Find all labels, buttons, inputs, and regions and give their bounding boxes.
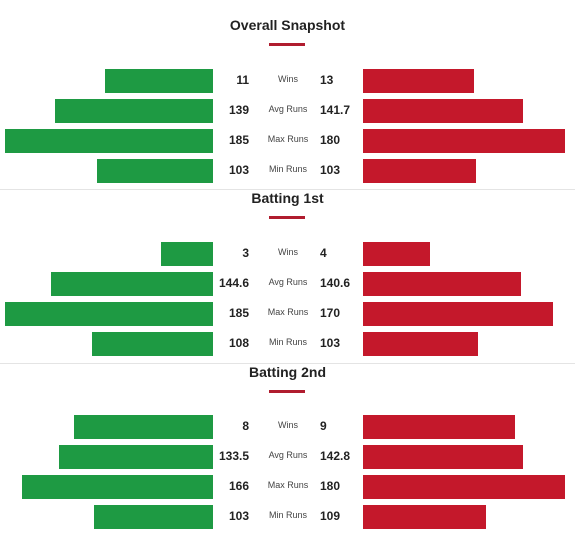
left-bar [74, 415, 213, 439]
stat-row-avg-runs: 139 Avg Runs 141.7 [0, 99, 575, 123]
right-bar [363, 332, 478, 356]
stat-row-min-runs: 103 Min Runs 109 [0, 505, 575, 529]
metric-label: Wins [278, 74, 298, 84]
left-value: 108 [228, 336, 249, 350]
right-bar [363, 272, 521, 296]
left-value: 8 [242, 419, 249, 433]
stat-row-avg-runs: 144.6 Avg Runs 140.6 [0, 272, 575, 296]
left-value: 11 [236, 73, 249, 87]
section-title: Batting 1st [251, 190, 324, 206]
right-value: 103 [320, 163, 341, 177]
left-bar [161, 242, 213, 266]
stat-row-min-runs: 108 Min Runs 103 [0, 332, 575, 356]
left-bar [5, 302, 213, 326]
right-bar [363, 475, 565, 499]
right-value: 180 [320, 479, 341, 493]
metric-label: Max Runs [267, 480, 309, 490]
metric-label: Avg Runs [268, 104, 308, 114]
stat-row-wins: 8 Wins 9 [0, 415, 575, 439]
left-bar [105, 69, 213, 93]
metric-label: Min Runs [268, 337, 307, 347]
section-overall-snapshot: Overall Snapshot 11 Wins 13 139 Avg Runs… [0, 0, 575, 189]
stat-row-max-runs: 185 Max Runs 180 [0, 129, 575, 153]
right-bar [363, 159, 476, 183]
metric-label: Avg Runs [268, 277, 308, 287]
right-value: 141.7 [320, 103, 351, 117]
right-value: 170 [320, 306, 341, 320]
stat-row-wins: 3 Wins 4 [0, 242, 575, 266]
section-title: Batting 2nd [249, 364, 326, 380]
metric-label: Min Runs [268, 164, 307, 174]
left-bar [92, 332, 213, 356]
title-underline [269, 43, 305, 46]
right-bar [363, 129, 565, 153]
left-value: 139 [228, 103, 249, 117]
metric-label: Max Runs [267, 134, 309, 144]
right-bar [363, 505, 486, 529]
metric-label: Max Runs [267, 307, 309, 317]
right-value: 142.8 [320, 449, 351, 463]
title-underline [269, 390, 305, 393]
stat-row-max-runs: 185 Max Runs 170 [0, 302, 575, 326]
left-value: 185 [228, 133, 249, 147]
right-value: 109 [320, 509, 341, 523]
stat-row-wins: 11 Wins 13 [0, 69, 575, 93]
left-value: 185 [228, 306, 249, 320]
right-value: 140.6 [320, 276, 351, 290]
metric-label: Avg Runs [268, 450, 308, 460]
right-value: 4 [320, 246, 327, 260]
left-value: 103 [228, 509, 249, 523]
metric-label: Wins [278, 247, 298, 257]
stat-row-max-runs: 166 Max Runs 180 [0, 475, 575, 499]
left-value: 166 [228, 479, 249, 493]
section-divider [0, 363, 575, 364]
right-value: 180 [320, 133, 341, 147]
right-bar [363, 302, 553, 326]
right-bar [363, 69, 474, 93]
section-title: Overall Snapshot [229, 17, 346, 33]
left-bar [22, 475, 213, 499]
section-batting-1st: Batting 1st 3 Wins 4 144.6 Avg Runs 140.… [0, 190, 575, 363]
left-value: 133.5 [218, 449, 249, 463]
section-batting-2nd: Batting 2nd 8 Wins 9 133.5 Avg Runs 142.… [0, 364, 575, 546]
right-value: 13 [320, 73, 334, 87]
section-divider [0, 189, 575, 190]
left-value: 103 [228, 163, 249, 177]
right-value: 103 [320, 336, 341, 350]
left-bar [5, 129, 213, 153]
left-value: 3 [242, 246, 249, 260]
title-underline [269, 216, 305, 219]
stat-row-min-runs: 103 Min Runs 103 [0, 159, 575, 183]
right-value: 9 [320, 419, 327, 433]
left-bar [59, 445, 213, 469]
right-bar [363, 415, 515, 439]
metric-label: Min Runs [268, 510, 307, 520]
left-bar [97, 159, 213, 183]
right-bar [363, 242, 430, 266]
metric-label: Wins [278, 420, 298, 430]
right-bar [363, 99, 523, 123]
left-value: 144.6 [218, 276, 249, 290]
right-bar [363, 445, 523, 469]
left-bar [55, 99, 213, 123]
stat-row-avg-runs: 133.5 Avg Runs 142.8 [0, 445, 575, 469]
left-bar [94, 505, 213, 529]
left-bar [51, 272, 213, 296]
